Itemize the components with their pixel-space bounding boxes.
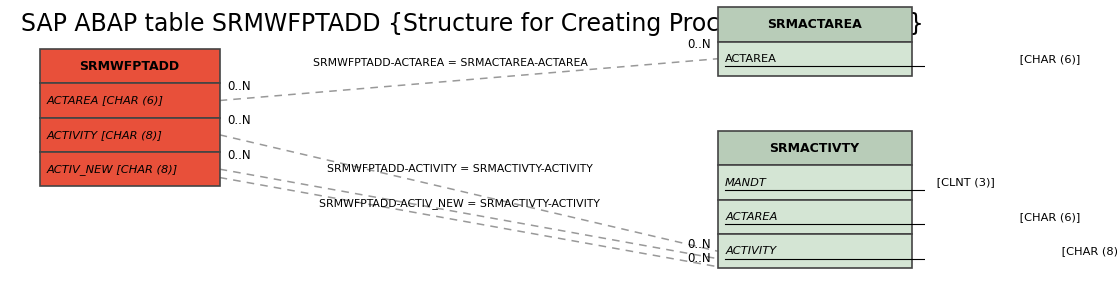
Text: MANDT: MANDT [725,178,767,188]
Text: ACTAREA: ACTAREA [725,54,777,64]
FancyBboxPatch shape [718,200,911,234]
Text: 0..N: 0..N [227,114,250,127]
FancyBboxPatch shape [718,131,911,165]
FancyBboxPatch shape [40,49,220,83]
Text: SRMWFPTADD-ACTAREA = SRMACTAREA-ACTAREA: SRMWFPTADD-ACTAREA = SRMACTAREA-ACTAREA [313,58,588,68]
Text: SRMACTIVTY: SRMACTIVTY [770,142,860,155]
Text: SRMWFPTADD-ACTIV_NEW = SRMACTIVTY-ACTIVITY: SRMWFPTADD-ACTIV_NEW = SRMACTIVTY-ACTIVI… [319,199,600,209]
Text: SAP ABAP table SRMWFPTADD {Structure for Creating Process Route Items}: SAP ABAP table SRMWFPTADD {Structure for… [21,12,924,36]
Text: SRMWFPTADD: SRMWFPTADD [79,60,180,73]
Text: 0..N: 0..N [687,238,710,251]
Text: ACTIVITY: ACTIVITY [725,246,776,256]
Text: ACTIVITY [CHAR (8)]: ACTIVITY [CHAR (8)] [47,130,163,140]
Text: 0..N: 0..N [227,80,250,93]
Text: [CLNT (3)]: [CLNT (3)] [933,178,995,188]
Text: [CHAR (8)]: [CHAR (8)] [1058,246,1117,256]
FancyBboxPatch shape [40,118,220,152]
FancyBboxPatch shape [718,165,911,200]
Text: [CHAR (6)]: [CHAR (6)] [1016,54,1080,64]
Text: SRMWFPTADD-ACTIVITY = SRMACTIVTY-ACTIVITY: SRMWFPTADD-ACTIVITY = SRMACTIVTY-ACTIVIT… [326,164,592,174]
Text: [CHAR (6)]: [CHAR (6)] [1016,212,1080,222]
FancyBboxPatch shape [40,152,220,186]
Text: SRMACTAREA: SRMACTAREA [767,18,862,31]
Text: 0..N: 0..N [227,149,250,162]
FancyBboxPatch shape [718,7,911,42]
FancyBboxPatch shape [718,42,911,76]
Text: ACTIV_NEW [CHAR (8)]: ACTIV_NEW [CHAR (8)] [47,164,179,174]
Text: 0..N: 0..N [687,38,710,51]
FancyBboxPatch shape [718,234,911,268]
Text: 0..N: 0..N [687,252,710,265]
Text: ACTAREA: ACTAREA [725,212,777,222]
FancyBboxPatch shape [40,83,220,118]
Text: ACTAREA [CHAR (6)]: ACTAREA [CHAR (6)] [47,95,164,105]
